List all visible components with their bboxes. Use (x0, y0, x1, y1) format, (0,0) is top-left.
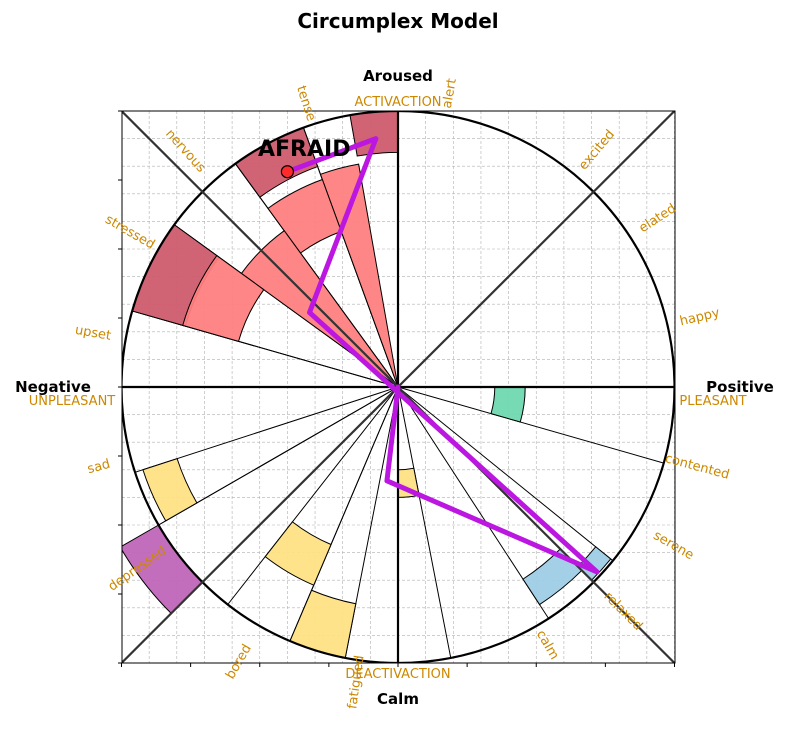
emotion-label-bored: bored (223, 642, 255, 682)
bars (122, 111, 612, 659)
pole-label-bottom: DEACTIVACTION (345, 667, 450, 682)
bar-blue (522, 548, 583, 606)
emotion-label-happy: happy (678, 306, 721, 330)
bar-yellow (264, 521, 332, 586)
plot-frame (121, 110, 676, 664)
bar-red (182, 254, 265, 342)
emotion-label-elated: elated (636, 201, 679, 236)
emotion-label-sad: sad (86, 457, 112, 477)
emotion-label-tense: tense (293, 84, 318, 123)
trajectory-line (284, 136, 600, 575)
axis-ticks (118, 110, 675, 667)
emotion-label-nervous: nervous (162, 127, 208, 176)
chart-title: Circumplex Model (297, 9, 498, 33)
bar-yellow (142, 458, 198, 522)
pole-label-top: ACTIVACTION (354, 95, 441, 110)
annotation-label: AFRAID (258, 137, 350, 162)
emotion-label-calm: calm (533, 628, 562, 663)
emotion-label-contented: contented (663, 451, 731, 483)
axis-label-top: Aroused (363, 67, 433, 85)
trajectory (280, 136, 600, 575)
axis-label-right: Positive (706, 378, 774, 396)
bar-yellow (289, 589, 357, 659)
emotion-label-relaxed: relaxed (601, 589, 646, 634)
bar-green (490, 386, 526, 423)
emotion-label-serene: serene (651, 528, 697, 563)
axis-label-left: Negative (15, 378, 91, 396)
emotion-label-upset: upset (74, 323, 112, 344)
bar-red (319, 163, 399, 388)
emotion-label-alert: alert (440, 77, 460, 109)
pole-label-left: UNPLEASANT (29, 394, 116, 409)
emotion-label-fatigued: fatigued (345, 654, 367, 710)
current-point-marker (280, 165, 294, 179)
axis-label-bottom: Calm (377, 690, 419, 708)
pole-label-right: PLEASANT (679, 394, 746, 409)
